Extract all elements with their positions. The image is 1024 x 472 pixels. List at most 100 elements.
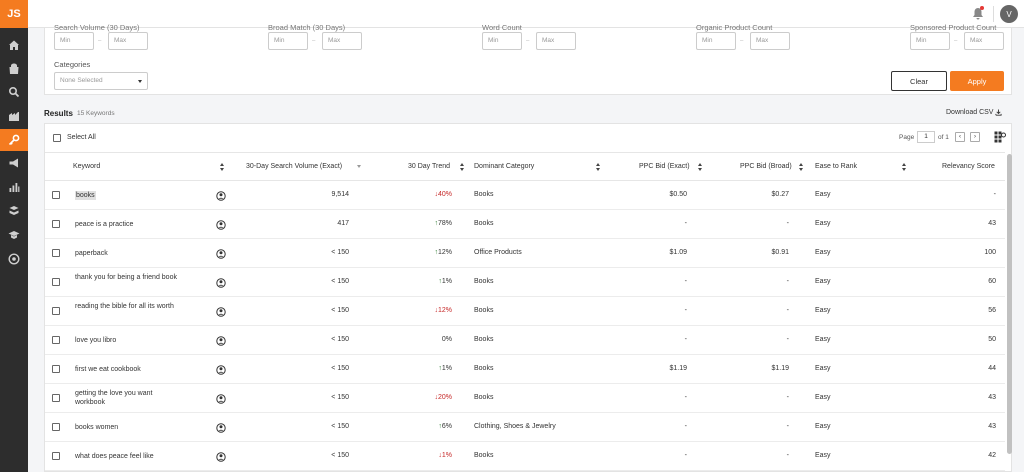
pager-current-input[interactable]: 1 — [917, 131, 935, 143]
product-lookup-icon[interactable] — [216, 336, 226, 346]
table-row[interactable]: peace is a practice 417 ↑78% Books - - Easy 43 — [45, 210, 1005, 239]
trend-cell: ↑6% — [438, 423, 452, 430]
product-lookup-icon[interactable] — [216, 249, 226, 259]
row-checkbox[interactable] — [52, 249, 60, 257]
sort-icon[interactable] — [460, 163, 465, 172]
product-lookup-icon[interactable] — [216, 278, 226, 288]
table-row[interactable]: books 9,514 ↓40% Books $0.50 $0.27 Easy - — [45, 181, 1005, 210]
home-icon[interactable] — [0, 34, 28, 56]
table-row[interactable]: reading the bible for all its worth < 150… — [45, 297, 1005, 326]
filter-broad-match-min[interactable]: Min — [268, 32, 308, 50]
filter-search-volume-max[interactable]: Max — [108, 32, 148, 50]
filter-broad-match-max[interactable]: Max — [322, 32, 362, 50]
supplier-icon[interactable] — [0, 105, 28, 127]
col-keyword[interactable]: Keyword — [73, 163, 101, 170]
filter-organic-count-max[interactable]: Max — [750, 32, 790, 50]
table-row[interactable]: paperback < 150 ↑12% Office Products $1.09 $0… — [45, 239, 1005, 268]
ease-cell: Easy — [815, 220, 831, 227]
divider — [993, 6, 994, 22]
table-row[interactable]: thank you for being a friend book < 150 ↑1… — [45, 268, 1005, 297]
pager-prev-button[interactable]: ‹ — [955, 132, 965, 142]
col-ppc-broad[interactable]: PPC Bid (Broad) — [740, 163, 792, 170]
search-volume-cell: < 150 — [331, 452, 349, 459]
col-ppc-exact[interactable]: PPC Bid (Exact) — [639, 163, 690, 170]
product-lookup-icon[interactable] — [216, 394, 226, 404]
trend-value: 1% — [441, 365, 452, 372]
row-checkbox[interactable] — [52, 394, 60, 402]
select-all-checkbox[interactable] — [53, 134, 61, 142]
filter-organic-count-min[interactable]: Min — [696, 32, 736, 50]
pager-next-button[interactable]: › — [970, 132, 980, 142]
table-row[interactable]: getting the love you want workbook < 150 ↓… — [45, 384, 1005, 413]
app-logo[interactable]: JS — [0, 0, 28, 28]
col-category[interactable]: Dominant Category — [474, 163, 535, 170]
col-relevancy[interactable]: Relevancy Score — [942, 163, 995, 170]
academy-icon[interactable] — [0, 224, 28, 246]
sales-analytics-icon[interactable] — [0, 176, 28, 198]
row-checkbox[interactable] — [52, 220, 60, 228]
table-row[interactable]: first we eat cookbook < 150 ↑1% Books $1.19 $… — [45, 355, 1005, 384]
column-settings-icon[interactable] — [994, 131, 1006, 143]
row-checkbox[interactable] — [52, 452, 60, 460]
scrollbar-thumb[interactable] — [1007, 154, 1012, 454]
row-checkbox[interactable] — [52, 278, 60, 286]
row-checkbox[interactable] — [52, 365, 60, 373]
product-lookup-icon[interactable] — [216, 191, 226, 201]
col-ease-to-rank[interactable]: Ease to Rank — [815, 163, 858, 170]
sort-icon[interactable] — [698, 163, 703, 172]
col-search-volume[interactable]: 30-Day Search Volume (Exact) — [246, 163, 343, 170]
sort-desc-icon[interactable] — [357, 165, 361, 168]
table-row[interactable]: what does peace feel like < 150 ↓1% Books - -… — [45, 442, 1005, 471]
range-separator: – — [98, 38, 102, 44]
filter-sponsored-count-max[interactable]: Max — [964, 32, 1004, 50]
ppc-broad-cell: - — [786, 394, 789, 401]
row-checkbox[interactable] — [52, 191, 60, 199]
trend-up-icon: ↑ — [438, 423, 442, 430]
pager-page-label: Page — [899, 134, 915, 141]
row-checkbox[interactable] — [52, 423, 60, 431]
row-checkbox[interactable] — [52, 307, 60, 315]
bell-icon[interactable] — [972, 7, 984, 20]
apply-button[interactable]: Apply — [950, 71, 1004, 91]
ppc-broad-cell: - — [786, 452, 789, 459]
ppc-exact-cell: - — [684, 278, 687, 285]
trend-value: 1% — [441, 278, 452, 285]
chrome-extension-icon[interactable] — [0, 248, 28, 270]
row-checkbox[interactable] — [52, 336, 60, 344]
table-scrollbar[interactable] — [1007, 152, 1012, 470]
ease-cell: Easy — [815, 452, 831, 459]
col-trend[interactable]: 30 Day Trend — [408, 163, 451, 170]
product-tracker-icon[interactable] — [0, 81, 28, 103]
sort-icon[interactable] — [902, 163, 907, 172]
ppc-broad-cell: - — [786, 423, 789, 430]
product-lookup-icon[interactable] — [216, 365, 226, 375]
download-csv-button[interactable]: Download CSV — [946, 109, 1003, 116]
sort-icon[interactable] — [799, 163, 804, 172]
product-lookup-icon[interactable] — [216, 423, 226, 433]
product-lookup-icon[interactable] — [216, 307, 226, 317]
category-cell: Books — [474, 365, 494, 372]
avatar[interactable]: V — [1000, 5, 1018, 23]
keyword-icon[interactable] — [0, 129, 28, 151]
range-separator: – — [312, 38, 316, 44]
sort-icon[interactable] — [220, 163, 225, 172]
filter-word-count-min[interactable]: Min — [482, 32, 522, 50]
sort-icon[interactable] — [596, 163, 601, 172]
table-row[interactable]: love you libro < 150 0% Books - - Easy 50 — [45, 326, 1005, 355]
product-database-icon[interactable] — [0, 58, 28, 80]
keyword-cell: love you libro — [75, 337, 117, 344]
table-row[interactable]: books women < 150 ↑6% Clothing, Shoes & Jew… — [45, 413, 1005, 442]
ppc-exact-cell: - — [684, 307, 687, 314]
clear-button[interactable]: Clear — [891, 71, 947, 91]
filter-word-count-max[interactable]: Max — [536, 32, 576, 50]
product-lookup-icon[interactable] — [216, 220, 226, 230]
trend-up-icon: ↑ — [438, 365, 442, 372]
promotions-icon[interactable] — [0, 152, 28, 174]
categories-select[interactable]: None Selected — [54, 72, 148, 90]
product-lookup-icon[interactable] — [216, 452, 226, 462]
download-icon — [995, 109, 1003, 116]
ppc-broad-cell: $0.27 — [771, 191, 789, 198]
inventory-icon[interactable] — [0, 200, 28, 222]
filter-search-volume-min[interactable]: Min — [54, 32, 94, 50]
filter-sponsored-count-min[interactable]: Min — [910, 32, 950, 50]
